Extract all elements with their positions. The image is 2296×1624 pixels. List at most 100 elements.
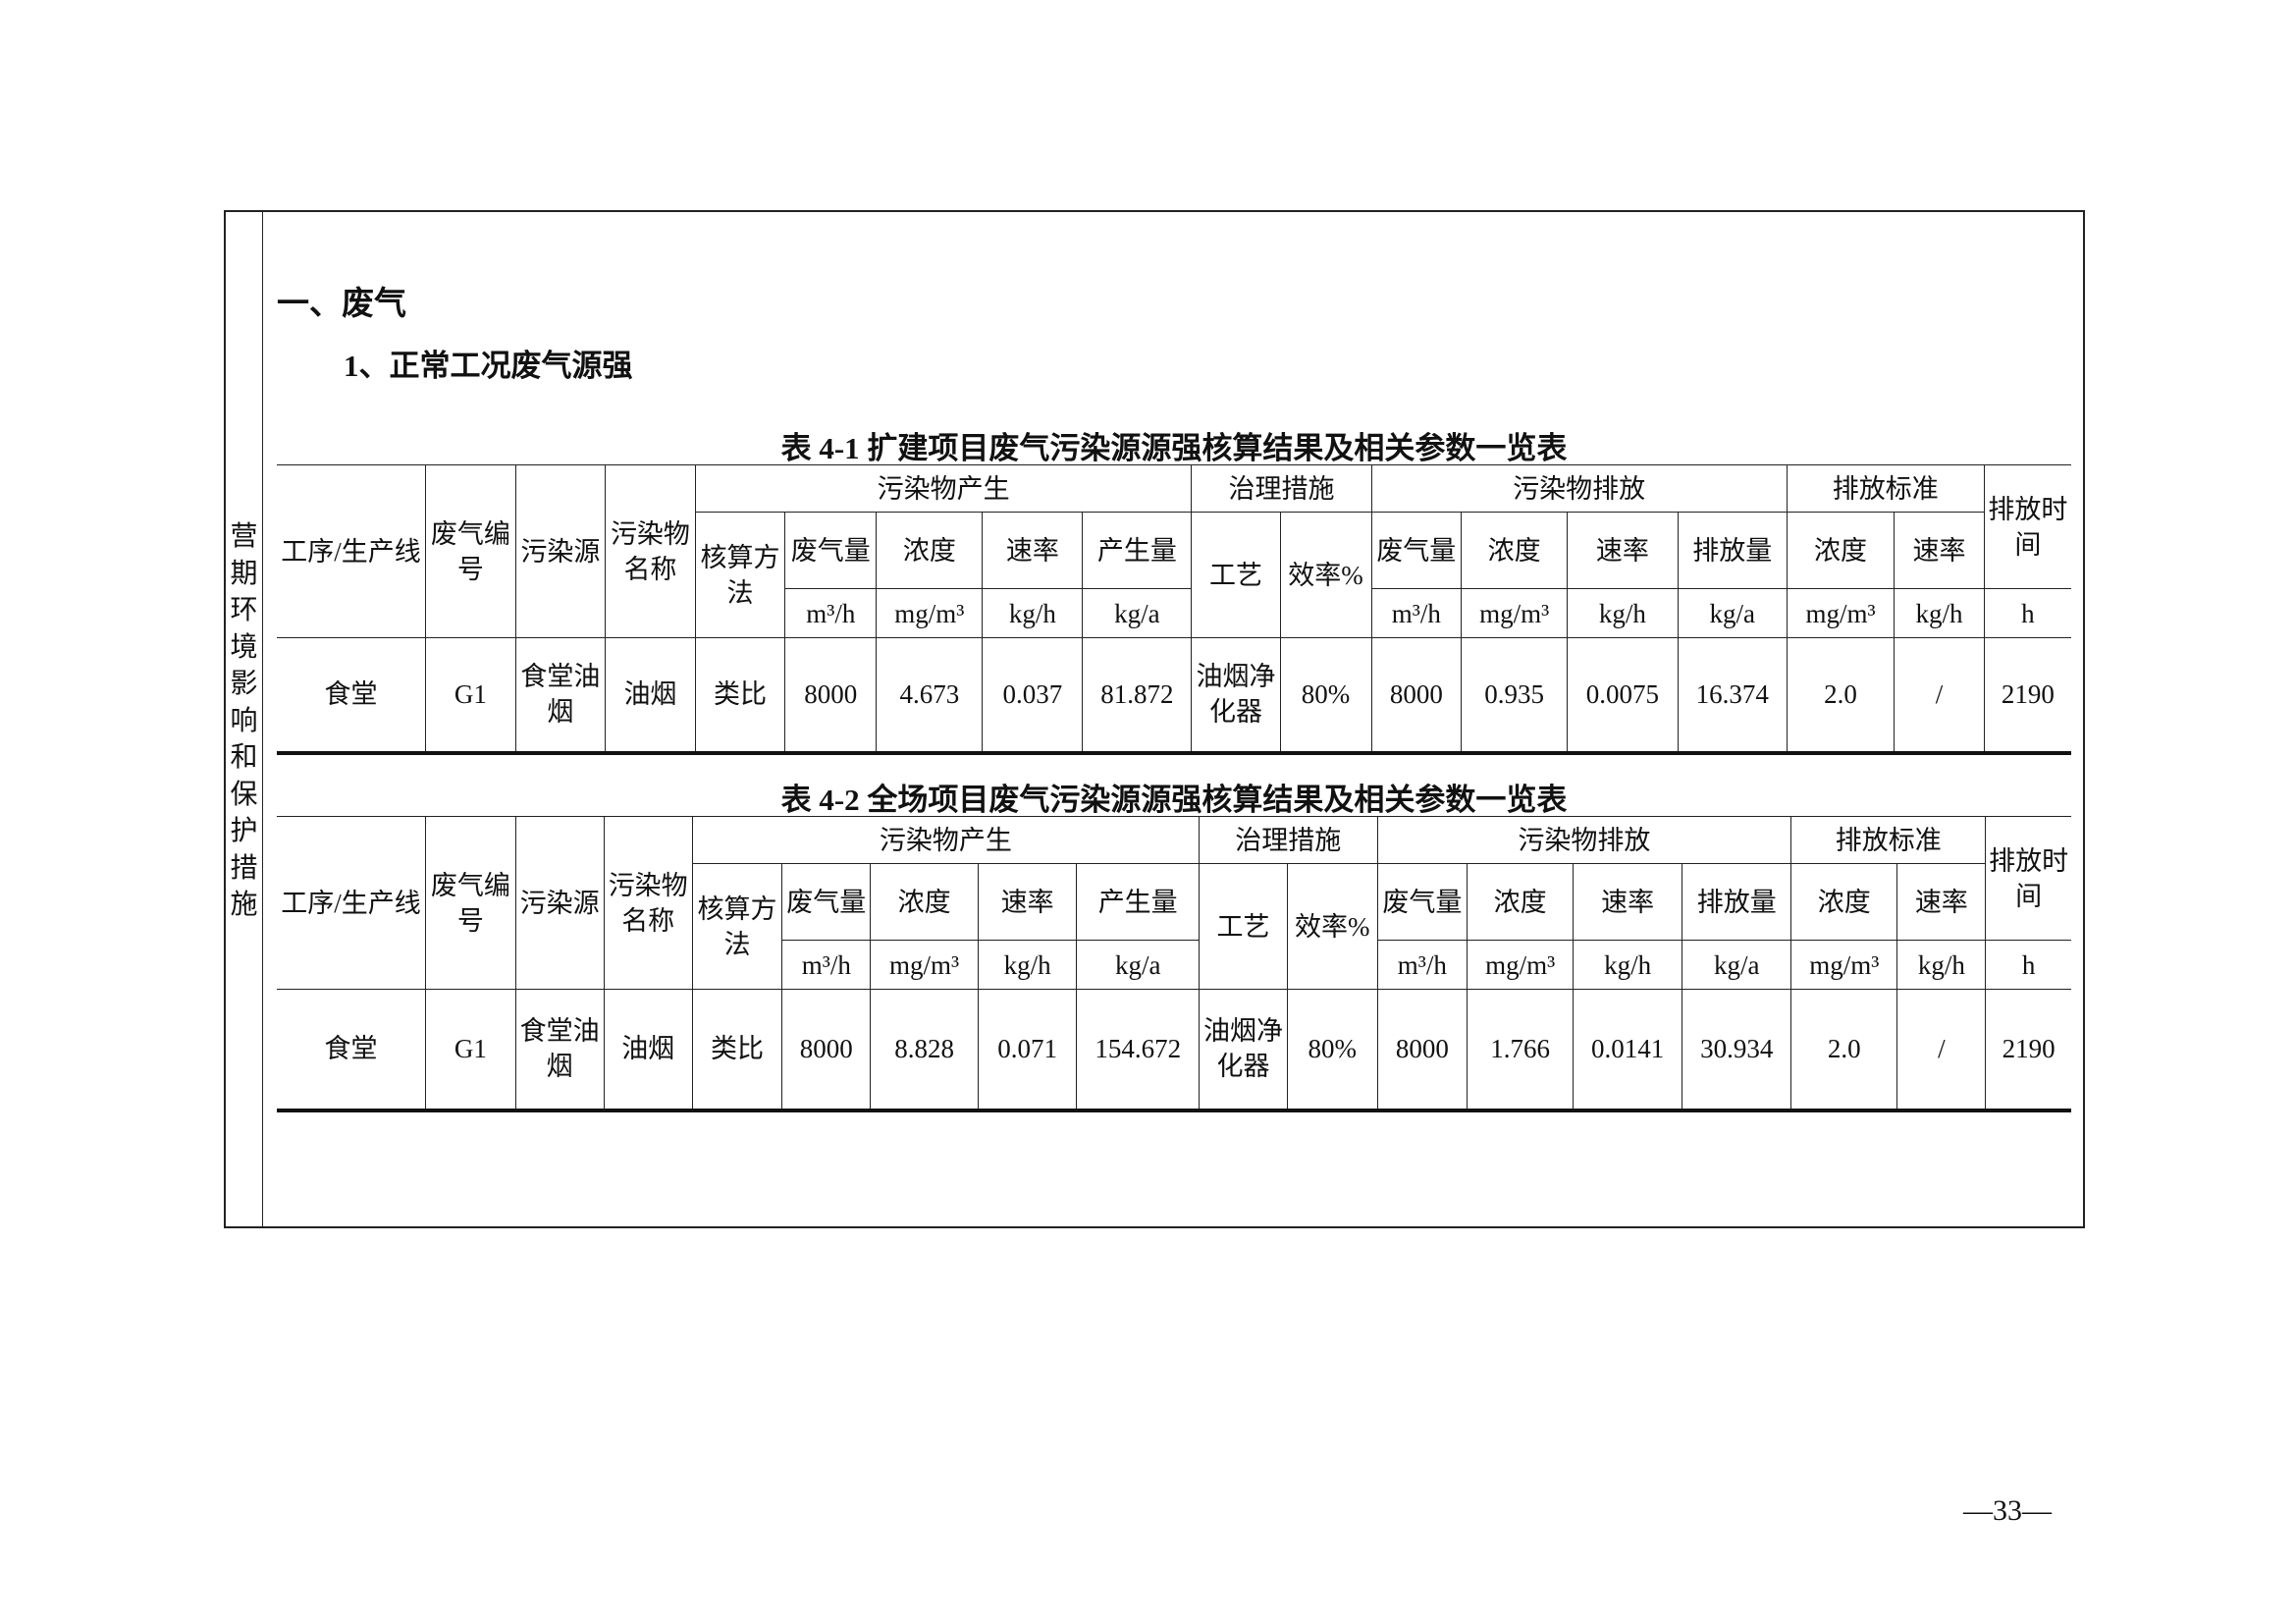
header-cell-rate: 速率 [982,512,1084,589]
header-row: m³/h mg/m³ kg/h kg/a m³/h mg/m³ kg/h kg/a mg/m³ k… [277,940,2071,990]
header-row: 工序/生产线 废气编号 污染源 污染物名称 污染物产生 治理措施 污染物排放 排放标准 排放时间 [277,816,2071,990]
header-cell-time: 排放时间 [1983,464,2071,589]
header-cell-u-m3h: m³/h [781,940,872,990]
header-cell-u-kgh: kg/h [1896,940,1987,990]
table-2: 工序/生产线 废气编号 污染源 污染物名称 污染物产生 治理措施 污染物排放 排放标准 排放时间… [277,816,2071,1112]
header-cell-time: 排放时间 [1985,816,2071,941]
header-cell-gas-volume: 废气量 [784,512,878,589]
table-cell: / [1896,989,1987,1112]
header-cell-rate: 速率 [1567,512,1679,589]
table-cell: 154.672 [1076,989,1200,1112]
table-2-caption: 表 4-2 全场项目废气污染源源强核算结果及相关参数一览表 [780,783,1568,817]
header-cell-gas-id: 废气编号 [425,464,516,638]
header-cell-u-h: h [1985,940,2071,990]
table-cell: G1 [425,989,516,1112]
header-cell-u-mgm3: mg/m³ [1790,940,1898,990]
header-cell-u-kga: kg/a [1682,940,1792,990]
page-frame: 营期环境影响和保护措施 一、废气 1、正常工况废气源强 表 4-1 扩建项目废气… [224,210,2085,1228]
table-cell: 油烟净化器 [1198,989,1289,1112]
header-cell-concentration: 浓度 [1467,863,1575,941]
header-cell-method: 核算方法 [694,512,786,638]
table-cell: 类比 [691,989,783,1112]
header-cell-concentration: 浓度 [1461,512,1569,589]
sidebar-label: 营期环境影响和保护措施 [230,521,258,920]
header-cell-u-m3h: m³/h [784,588,878,638]
table-cell: 2190 [1985,989,2071,1112]
header-cell-rate: 速率 [1894,512,1985,589]
table-cell: 2.0 [1790,989,1898,1112]
table-cell: 食堂油烟 [514,637,607,755]
table-row: 食堂 G1 食堂油烟 油烟 类比 8000 4.673 0.037 81.872 油烟净化器 80%… [277,637,2071,755]
table-cell: 8000 [781,989,872,1112]
header-cell-concentration: 浓度 [870,863,979,941]
sidebar-column: 营期环境影响和保护措施 [226,212,263,1226]
header-cell-u-kga: kg/a [1082,588,1193,638]
header-cell-process: 工序/生产线 [277,816,427,990]
header-cell-pollutant: 污染物名称 [605,464,696,638]
header-cell-process: 工序/生产线 [277,464,427,638]
table-cell: 4.673 [876,637,984,755]
header-cell-u-m3h: m³/h [1370,588,1463,638]
header-cell-u-kgh: kg/h [977,940,1078,990]
header-cell-gas-volume: 废气量 [1370,512,1463,589]
table-cell: 8000 [1376,989,1468,1112]
table-cell: 30.934 [1682,989,1792,1112]
table-cell: 油烟净化器 [1191,637,1281,755]
header-cell-technique: 工艺 [1198,863,1289,990]
header-cell-source: 污染源 [514,816,605,990]
table-cell: / [1894,637,1985,755]
header-cell-concentration: 浓度 [1790,863,1898,941]
header-cell-rate: 速率 [977,863,1078,941]
section-title: 一、废气 [277,287,406,322]
header-cell-concentration: 浓度 [876,512,984,589]
table-cell: 0.935 [1461,637,1569,755]
page-number: —33— [1963,1494,2052,1527]
header-row: m³/h mg/m³ kg/h kg/a m³/h mg/m³ kg/h kg/a mg/m³ k… [277,588,2071,638]
table-cell: 8000 [1370,637,1463,755]
table-cell: 81.872 [1082,637,1193,755]
header-cell-standard: 排放标准 [1790,816,1987,864]
table-cell: 8.828 [870,989,979,1112]
header-cell-u-mgm3: mg/m³ [1467,940,1575,990]
header-cell-efficiency: 效率% [1287,863,1378,990]
table-cell: 1.766 [1467,989,1575,1112]
header-cell-gas-volume: 废气量 [781,863,872,941]
table-cell: 类比 [694,637,786,755]
header-cell-technique: 工艺 [1191,512,1281,638]
header-row: 核算方法 废气量 浓度 速率 产生量 工艺 效率% 废气量 浓度 速率 排放量 浓度 速率 [277,863,2071,990]
header-cell-u-mgm3: mg/m³ [870,940,979,990]
header-cell-u-h: h [1983,588,2071,638]
header-cell-gen-amount: 产生量 [1076,863,1200,941]
table-cell: 油烟 [603,989,693,1112]
subsection-title: 1、正常工况废气源强 [344,349,633,383]
header-cell-emit-amount: 排放量 [1677,512,1788,589]
header-cell-u-kgh: kg/h [1567,588,1679,638]
table-cell: 油烟 [605,637,696,755]
table-cell: 80% [1287,989,1378,1112]
table-cell: 2190 [1983,637,2071,755]
table-cell: 8000 [784,637,878,755]
table-1-caption: 表 4-1 扩建项目废气污染源源强核算结果及相关参数一览表 [780,431,1568,465]
table-row: 食堂 G1 食堂油烟 油烟 类比 8000 8.828 0.071 154.672 油烟净化器 80… [277,989,2071,1112]
header-cell-u-kgh: kg/h [982,588,1084,638]
header-cell-u-kga: kg/a [1677,588,1788,638]
header-cell-generation: 污染物产生 [691,816,1200,864]
header-cell-u-kga: kg/a [1076,940,1200,990]
table-cell: 食堂 [277,989,427,1112]
header-row: 工序/生产线 废气编号 污染源 污染物名称 污染物产生 治理措施 污染物排放 排放标准 排放时间 [277,464,2071,638]
header-cell-gas-id: 废气编号 [425,816,516,990]
header-cell-rate: 速率 [1896,863,1987,941]
header-cell-treatment: 治理措施 [1191,464,1372,513]
header-cell-standard: 排放标准 [1786,464,1985,513]
header-cell-gas-volume: 废气量 [1376,863,1468,941]
table-cell: G1 [425,637,516,755]
header-cell-source: 污染源 [514,464,607,638]
header-cell-u-m3h: m³/h [1376,940,1468,990]
header-cell-pollutant: 污染物名称 [603,816,693,990]
header-cell-rate: 速率 [1573,863,1683,941]
header-cell-emit-amount: 排放量 [1682,863,1792,941]
header-cell-emission: 污染物排放 [1376,816,1792,864]
header-cell-treatment: 治理措施 [1198,816,1378,864]
header-cell-u-mgm3: mg/m³ [1461,588,1569,638]
table-cell: 食堂油烟 [514,989,605,1112]
